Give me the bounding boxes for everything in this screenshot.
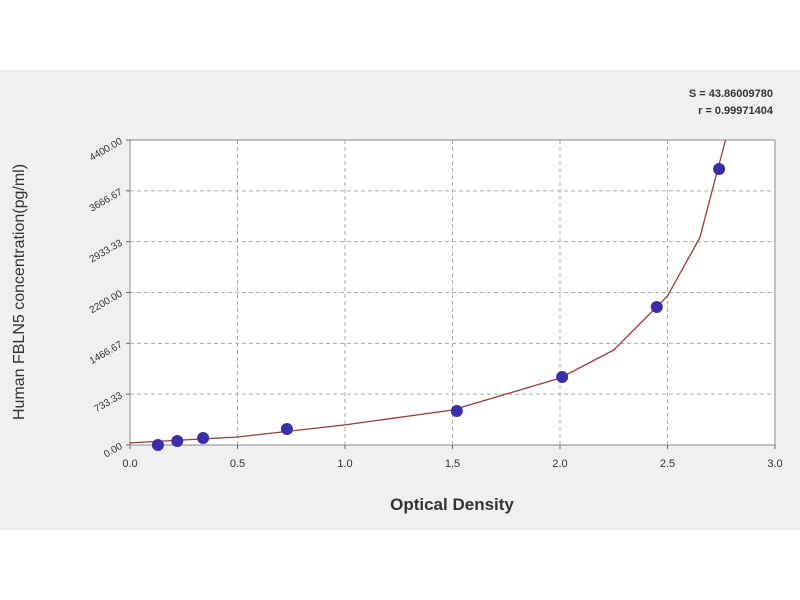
x-tick-label: 1.5 — [445, 458, 460, 470]
data-point — [556, 370, 569, 383]
data-point — [280, 422, 293, 435]
x-tick-label: 2.0 — [552, 458, 567, 470]
data-point — [151, 439, 164, 451]
data-point — [197, 431, 210, 444]
y-axis-label: Human FBLN5 concentration(pg/ml) — [11, 164, 28, 420]
x-tick-label: 2.5 — [660, 458, 675, 470]
fit-r: r = 0.99971404 — [698, 105, 774, 117]
data-point — [713, 162, 726, 175]
x-tick-label: 3.0 — [767, 458, 782, 470]
data-point — [171, 434, 184, 447]
x-tick-label: 0.0 — [122, 458, 137, 470]
x-axis-label: Optical Density — [390, 495, 514, 514]
x-tick-label: 1.0 — [337, 458, 352, 470]
data-point — [450, 405, 463, 418]
x-tick-label: 0.5 — [230, 458, 245, 470]
fit-s: S = 43.86009780 — [689, 88, 773, 100]
data-point — [650, 300, 663, 313]
